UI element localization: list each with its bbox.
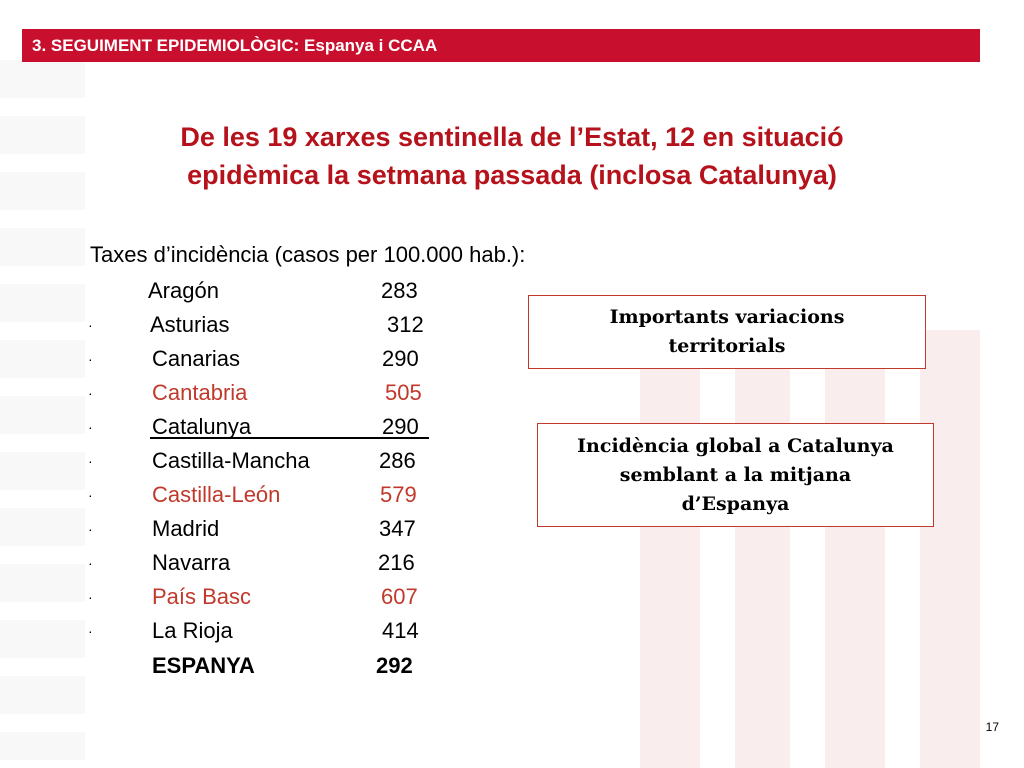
- region-rate: 283: [381, 278, 418, 303]
- region-name: Castilla-Mancha: [152, 448, 310, 473]
- bullet-icon: ·: [88, 487, 93, 503]
- region-rate: 312: [387, 312, 424, 337]
- bullet-icon: ·: [88, 419, 93, 435]
- region-name: La Rioja: [152, 618, 233, 643]
- region-rate: 216: [378, 550, 415, 575]
- watermark-bars: [640, 330, 1024, 768]
- region-name: Castilla-León: [152, 482, 281, 507]
- page-number: 17: [985, 720, 999, 734]
- headline-line-2: epidèmica la setmana passada (inclosa Ca…: [187, 160, 837, 190]
- bullet-icon: ·: [88, 555, 93, 571]
- callout-text: Importants variacions territorials: [609, 306, 845, 357]
- bullet-icon: ·: [88, 589, 93, 605]
- callout-text: Incidència global a Catalunya semblant a…: [577, 434, 894, 515]
- bullet-icon: ·: [88, 453, 93, 469]
- section-title: 3. SEGUIMENT EPIDEMIOLÒGIC: Espanya i CC…: [32, 36, 438, 55]
- bullet-icon: ·: [88, 317, 93, 333]
- bullet-icon: ·: [88, 385, 93, 401]
- region-name: ESPANYA: [152, 653, 255, 678]
- region-name: Canarias: [152, 346, 241, 371]
- slide-headline: De les 19 xarxes sentinella de l’Estat, …: [60, 118, 964, 194]
- bullet-icon: ·: [88, 623, 93, 639]
- section-header-bar: 3. SEGUIMENT EPIDEMIOLÒGIC: Espanya i CC…: [22, 29, 980, 62]
- region-name: Aragón: [148, 278, 219, 303]
- region-name: Cantabria: [152, 380, 248, 405]
- bullet-icon: ·: [88, 521, 93, 537]
- rates-title: Taxes d’incidència (casos per 100.000 ha…: [90, 242, 526, 267]
- callout-territorial-variations: Importants variacions territorials: [528, 295, 926, 369]
- region-rate: 579: [380, 482, 417, 507]
- region-name: País Basc: [152, 584, 252, 609]
- region-rate: 347: [379, 516, 416, 541]
- region-name: Madrid: [152, 516, 220, 541]
- region-rate: 414: [382, 618, 419, 643]
- region-rate: 607: [381, 584, 418, 609]
- headline-line-1: De les 19 xarxes sentinella de l’Estat, …: [180, 122, 844, 152]
- region-name: Asturias: [150, 312, 230, 337]
- region-rate: 290: [382, 414, 419, 439]
- region-name: Navarra: [152, 550, 231, 575]
- region-rate: 290: [382, 346, 419, 371]
- region-rate: 292: [376, 653, 413, 678]
- callout-global-incidence: Incidència global a Catalunya semblant a…: [537, 423, 934, 527]
- bullet-icon: ·: [88, 351, 93, 367]
- region-rate: 505: [385, 380, 422, 405]
- region-name: Catalunya: [152, 414, 252, 439]
- region-rate: 286: [379, 448, 416, 473]
- catalunya-underline: [150, 437, 429, 439]
